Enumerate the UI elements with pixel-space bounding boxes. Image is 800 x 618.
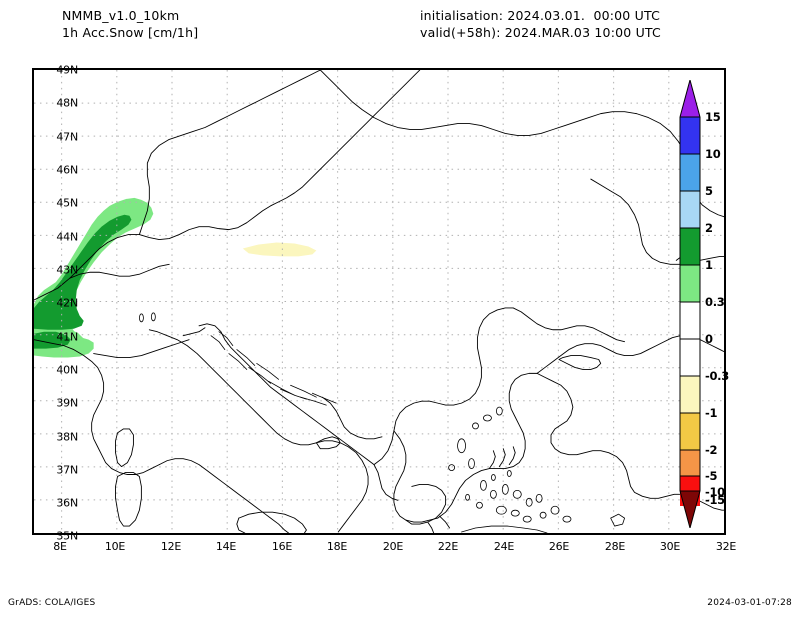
lat-label-43n: 43N <box>56 263 78 277</box>
lat-label-41n: 41N <box>56 330 78 344</box>
colorbar-band-03-1 <box>680 265 700 302</box>
colorbar <box>679 80 701 528</box>
colorbar-label-neg0-3: -0.3 <box>705 369 729 383</box>
lat-label-46n: 46N <box>56 163 78 177</box>
lon-label-30e: 30E <box>659 540 681 553</box>
lon-label-14e: 14E <box>215 540 237 553</box>
colorbar-band-neg2-neg1 <box>680 413 700 450</box>
colorbar-band-above-15 <box>680 80 700 117</box>
valid-time: valid(+58h): 2024.MAR.03 10:00 UTC <box>420 25 661 40</box>
colorbar-label-neg2: -2 <box>705 443 718 457</box>
colorbar-label-0: 0 <box>705 332 713 346</box>
map-plot-area <box>32 68 726 535</box>
header-time-block: initialisation: 2024.03.01. 00:00 UTC va… <box>420 7 780 41</box>
lat-label-42n: 42N <box>56 296 78 310</box>
colorbar-label-neg5: -5 <box>705 469 718 483</box>
field-name: 1h Acc.Snow [cm/1h] <box>62 25 199 40</box>
lon-label-26e: 26E <box>548 540 570 553</box>
trace-band-pale-yellow <box>242 242 317 257</box>
lat-label-44n: 44N <box>56 230 78 244</box>
colorbar-label-10: 10 <box>705 147 721 161</box>
colorbar-band-10-15 <box>680 117 700 154</box>
lat-label-47n: 47N <box>56 130 78 144</box>
lon-label-18e: 18E <box>326 540 348 553</box>
colorbar-label-neg10: -10 <box>705 485 725 499</box>
colorbar-band-neg1-neg03 <box>680 376 700 413</box>
lat-label-39n: 39N <box>56 396 78 410</box>
lat-label-36n: 36N <box>56 496 78 510</box>
colorbar-outline <box>679 80 701 528</box>
lon-label-8e: 8E <box>53 540 67 553</box>
lon-label-24e: 24E <box>493 540 515 553</box>
graticule-grid <box>34 70 724 533</box>
colorbar-band-1-2 <box>680 228 700 265</box>
colorbar-label-5: 5 <box>705 184 713 198</box>
lon-label-20e: 20E <box>382 540 404 553</box>
lat-label-35n: 35N <box>56 529 78 543</box>
lon-label-10e: 10E <box>104 540 126 553</box>
lat-label-49n: 49N <box>56 63 78 77</box>
colorbar-label-neg15: -15 <box>705 493 725 507</box>
lat-label-40n: 40N <box>56 363 78 377</box>
coastline-layer <box>34 70 724 533</box>
colorbar-band-5-10 <box>680 154 700 191</box>
lon-label-32e: 32E <box>715 540 737 553</box>
footer-timestamp: 2024-03-01-07:28 <box>707 598 792 608</box>
header-model-block: NMMB_v1.0_10km 1h Acc.Snow [cm/1h] <box>62 7 392 41</box>
colorbar-label-1: 1 <box>705 258 713 272</box>
colorbar-label-0-3: 0.3 <box>705 295 725 309</box>
model-name: NMMB_v1.0_10km <box>62 8 180 23</box>
colorbar-band-0-03 <box>680 302 700 339</box>
colorbar-band-2-5 <box>680 191 700 228</box>
lat-label-45n: 45N <box>56 196 78 210</box>
lon-label-28e: 28E <box>604 540 626 553</box>
colorbar-band-neg03-0 <box>680 339 700 376</box>
lat-label-37n: 37N <box>56 463 78 477</box>
initialisation-time: initialisation: 2024.03.01. 00:00 UTC <box>420 8 661 23</box>
footer-credit: GrADS: COLA/IGES <box>8 598 96 608</box>
lon-label-22e: 22E <box>437 540 459 553</box>
lon-label-12e: 12E <box>160 540 182 553</box>
lat-label-38n: 38N <box>56 430 78 444</box>
colorbar-label-15: 15 <box>705 110 721 124</box>
lon-label-16e: 16E <box>271 540 293 553</box>
colorbar-band-below-neg15 <box>680 491 700 528</box>
colorbar-label-2: 2 <box>705 221 713 235</box>
snow-band-dark-green <box>34 214 132 330</box>
lat-label-48n: 48N <box>56 96 78 110</box>
map-canvas <box>34 70 724 533</box>
colorbar-label-neg1: -1 <box>705 406 718 420</box>
